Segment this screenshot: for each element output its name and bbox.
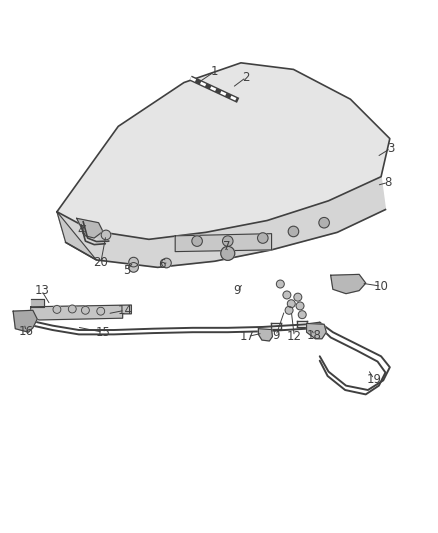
Text: 16: 16 bbox=[19, 325, 34, 338]
Circle shape bbox=[81, 306, 89, 314]
Text: 2: 2 bbox=[242, 71, 250, 84]
Polygon shape bbox=[31, 305, 131, 320]
Polygon shape bbox=[57, 63, 390, 239]
Circle shape bbox=[298, 311, 306, 319]
Text: 13: 13 bbox=[34, 284, 49, 297]
Text: 17: 17 bbox=[240, 330, 255, 343]
Text: 5: 5 bbox=[124, 263, 131, 277]
Circle shape bbox=[285, 306, 293, 314]
Text: 14: 14 bbox=[117, 304, 132, 317]
Text: 20: 20 bbox=[93, 256, 108, 270]
Polygon shape bbox=[175, 233, 272, 252]
Circle shape bbox=[162, 258, 171, 268]
Text: 3: 3 bbox=[387, 142, 394, 155]
Text: 8: 8 bbox=[385, 176, 392, 189]
Circle shape bbox=[283, 291, 291, 299]
Text: 6: 6 bbox=[158, 258, 166, 271]
Text: 7: 7 bbox=[223, 240, 231, 253]
Circle shape bbox=[287, 300, 295, 308]
Circle shape bbox=[192, 236, 202, 246]
Polygon shape bbox=[331, 274, 366, 294]
Circle shape bbox=[97, 307, 105, 315]
Circle shape bbox=[294, 293, 302, 301]
Polygon shape bbox=[258, 329, 272, 341]
Circle shape bbox=[288, 226, 299, 237]
Circle shape bbox=[319, 217, 329, 228]
Text: 18: 18 bbox=[307, 329, 322, 342]
Text: 4: 4 bbox=[77, 224, 85, 237]
Text: 1: 1 bbox=[211, 65, 219, 78]
Text: 19: 19 bbox=[367, 373, 381, 385]
Polygon shape bbox=[57, 212, 96, 260]
Circle shape bbox=[129, 257, 138, 267]
Polygon shape bbox=[13, 310, 37, 332]
Circle shape bbox=[221, 246, 235, 260]
Text: 15: 15 bbox=[95, 326, 110, 338]
Text: 9: 9 bbox=[233, 284, 241, 297]
Polygon shape bbox=[31, 300, 44, 307]
Text: 9: 9 bbox=[272, 329, 280, 342]
Circle shape bbox=[223, 236, 233, 246]
Polygon shape bbox=[57, 177, 385, 268]
Text: 10: 10 bbox=[374, 280, 389, 293]
Circle shape bbox=[276, 280, 284, 288]
Polygon shape bbox=[307, 324, 326, 339]
Circle shape bbox=[101, 230, 111, 240]
Polygon shape bbox=[77, 219, 103, 238]
Circle shape bbox=[53, 305, 61, 313]
Polygon shape bbox=[81, 222, 109, 244]
Circle shape bbox=[296, 302, 304, 310]
Circle shape bbox=[68, 305, 76, 313]
Circle shape bbox=[258, 233, 268, 243]
Circle shape bbox=[129, 263, 138, 272]
Text: 12: 12 bbox=[287, 330, 302, 343]
